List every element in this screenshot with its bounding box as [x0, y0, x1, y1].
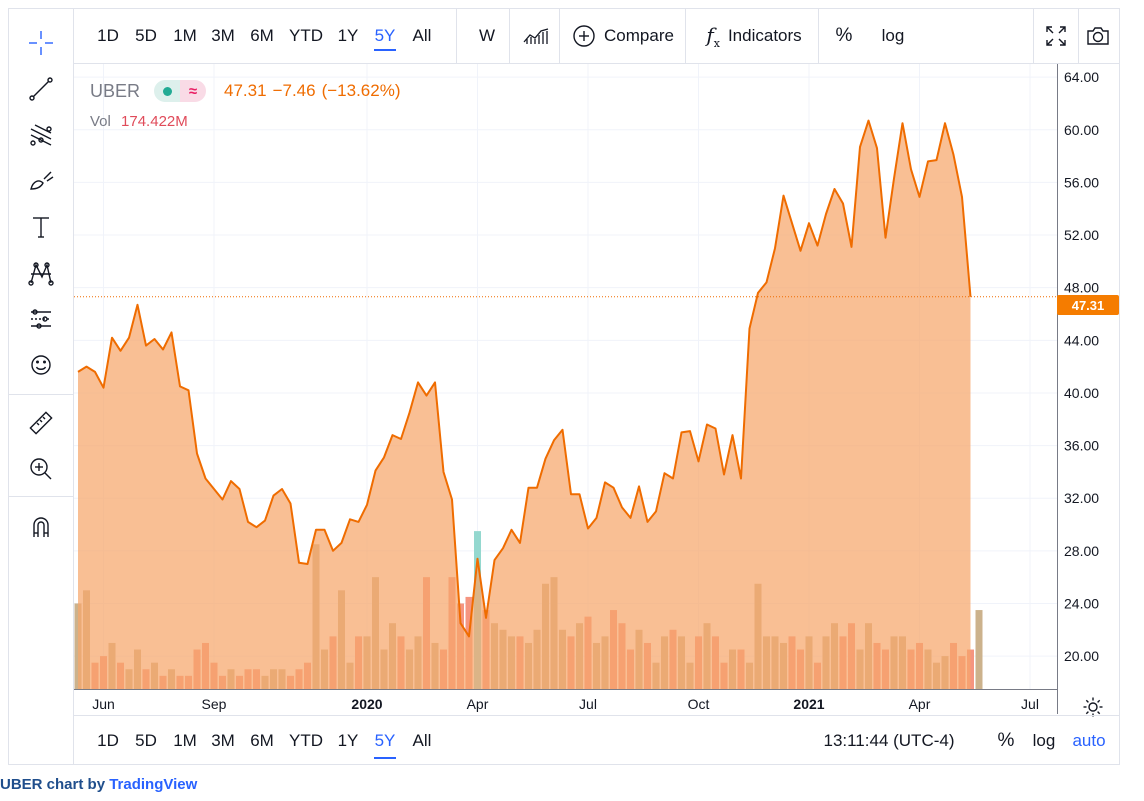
- y-tick-label: 48.00: [1064, 280, 1099, 296]
- range-ytd-button[interactable]: YTD: [289, 26, 323, 45]
- bottom-range-1y-button[interactable]: 1Y: [337, 730, 359, 750]
- price-change-pct: (−13.62%): [321, 81, 401, 100]
- last-price-axis-label: 47.31: [1057, 295, 1119, 315]
- area-chart-icon: [523, 28, 549, 44]
- compare-label: Compare: [604, 26, 674, 45]
- volume-value: 174.422M: [121, 113, 188, 130]
- bottom-range-5d-button[interactable]: 5D: [135, 730, 157, 750]
- price-chart[interactable]: 20.00 24.00 28.00 32.00 36.00 40.00 44.00 48.00…: [74, 64, 1119, 714]
- y-tick-label: 52.00: [1064, 227, 1099, 243]
- range-5y-button[interactable]: 5Y: [374, 9, 396, 63]
- y-tick-label: 20.00: [1064, 648, 1099, 664]
- volume-label: Vol: [90, 113, 111, 130]
- volume-legend: Vol 174.422M: [90, 113, 188, 130]
- drawing-toolbar: [9, 9, 74, 764]
- bottom-range-6m-button[interactable]: 6M: [250, 730, 274, 750]
- price-area: [78, 120, 971, 690]
- y-tick-label: 28.00: [1064, 543, 1099, 559]
- chart-style-button[interactable]: [514, 9, 558, 63]
- magnet-icon[interactable]: [21, 509, 61, 545]
- zoom-in-icon[interactable]: [21, 451, 61, 487]
- x-tick-label: Apr: [467, 696, 489, 712]
- bottom-range-1d-button[interactable]: 1D: [97, 730, 119, 750]
- dot-icon: [154, 80, 181, 102]
- y-tick-label: 64.00: [1064, 69, 1099, 85]
- y-tick-label: 36.00: [1064, 438, 1099, 454]
- bottom-range-5y-button[interactable]: 5Y: [374, 716, 396, 765]
- trend-line-icon[interactable]: [21, 71, 61, 107]
- percent-scale-button[interactable]: %: [835, 25, 853, 46]
- x-tick-label: Sep: [202, 696, 227, 712]
- price-line: [77, 119, 972, 638]
- x-tick-label: Oct: [688, 696, 710, 712]
- compare-button[interactable]: Compare: [568, 9, 678, 63]
- credit-symbol-text: UBER chart: [0, 776, 84, 793]
- range-6m-button[interactable]: 6M: [250, 26, 274, 45]
- x-tick-label: Apr: [909, 696, 931, 712]
- bottom-percent-button[interactable]: %: [997, 729, 1015, 751]
- camera-icon: [1087, 27, 1109, 45]
- pattern-icon[interactable]: [21, 255, 61, 291]
- snapshot-button[interactable]: [1080, 9, 1116, 63]
- y-tick-label: 44.00: [1064, 332, 1099, 348]
- brush-icon[interactable]: [21, 163, 61, 199]
- range-1d-button[interactable]: 1D: [97, 26, 119, 45]
- credit-brand: TradingView: [109, 776, 198, 793]
- x-tick-label: 2020: [351, 696, 382, 712]
- ruler-icon[interactable]: [21, 405, 61, 441]
- approx-icon: ≈: [180, 80, 207, 102]
- text-icon[interactable]: [21, 209, 61, 245]
- x-tick-label: Jun: [92, 696, 115, 712]
- x-tick-label: Jul: [1021, 696, 1039, 712]
- legend-toggle-pill[interactable]: ≈: [154, 80, 207, 102]
- range-5d-button[interactable]: 5D: [135, 26, 157, 45]
- bottom-range-ytd-button[interactable]: YTD: [289, 730, 323, 750]
- y-tick-label: 60.00: [1064, 122, 1099, 138]
- y-tick-label: 56.00: [1064, 174, 1099, 190]
- y-tick-label: 24.00: [1064, 595, 1099, 611]
- bottom-range-all-button[interactable]: All: [412, 730, 432, 750]
- timezone-clock[interactable]: 13:11:44 (UTC-4): [823, 730, 955, 750]
- symbol-legend: UBER ≈ 47.31 −7.46 (−13.62%): [90, 80, 401, 102]
- credit-by-text: by: [83, 776, 110, 793]
- interval-button[interactable]: W: [478, 26, 496, 45]
- indicators-label: Indicators: [727, 26, 802, 45]
- price-change: −7.46: [272, 81, 316, 100]
- bottom-toolbar: 1D 5D 1M 3M 6M YTD 1Y 5Y All 13:11:44 (U…: [74, 715, 1119, 765]
- chart-widget: 1D 5D 1M 3M 6M YTD 1Y 5Y All W Compare f…: [8, 8, 1120, 765]
- crosshair-icon[interactable]: [21, 25, 61, 61]
- fullscreen-icon: [1046, 26, 1066, 46]
- log-scale-button[interactable]: log: [881, 26, 905, 45]
- last-price: 47.31: [224, 81, 267, 100]
- forecast-icon[interactable]: [21, 301, 61, 337]
- range-3m-button[interactable]: 3M: [211, 26, 235, 45]
- emoji-icon[interactable]: [21, 347, 61, 383]
- tradingview-credit[interactable]: UBER chart by TradingView: [0, 776, 197, 793]
- y-tick-label: 32.00: [1064, 490, 1099, 506]
- range-1m-button[interactable]: 1M: [173, 26, 197, 45]
- fullscreen-button[interactable]: [1036, 9, 1076, 63]
- bottom-log-button[interactable]: log: [1032, 730, 1056, 750]
- x-tick-label: Jul: [579, 696, 597, 712]
- range-all-button[interactable]: All: [412, 26, 432, 45]
- volume-bar: [975, 610, 983, 689]
- top-toolbar: 1D 5D 1M 3M 6M YTD 1Y 5Y All W Compare f…: [74, 9, 1119, 64]
- symbol-name: UBER: [90, 80, 141, 101]
- chart-area[interactable]: 20.00 24.00 28.00 32.00 36.00 40.00 44.00 48.00…: [74, 64, 1119, 717]
- auto-scale-button[interactable]: auto: [1072, 730, 1106, 750]
- y-tick-label: 40.00: [1064, 385, 1099, 401]
- range-1y-button[interactable]: 1Y: [337, 26, 359, 45]
- function-icon: fx: [706, 22, 720, 50]
- add-circle-icon: [573, 25, 595, 47]
- x-tick-label: 2021: [793, 696, 824, 712]
- indicators-button[interactable]: fx Indicators: [698, 9, 810, 63]
- pitchfork-icon[interactable]: [21, 117, 61, 153]
- bottom-range-1m-button[interactable]: 1M: [173, 730, 197, 750]
- bottom-range-3m-button[interactable]: 3M: [211, 730, 235, 750]
